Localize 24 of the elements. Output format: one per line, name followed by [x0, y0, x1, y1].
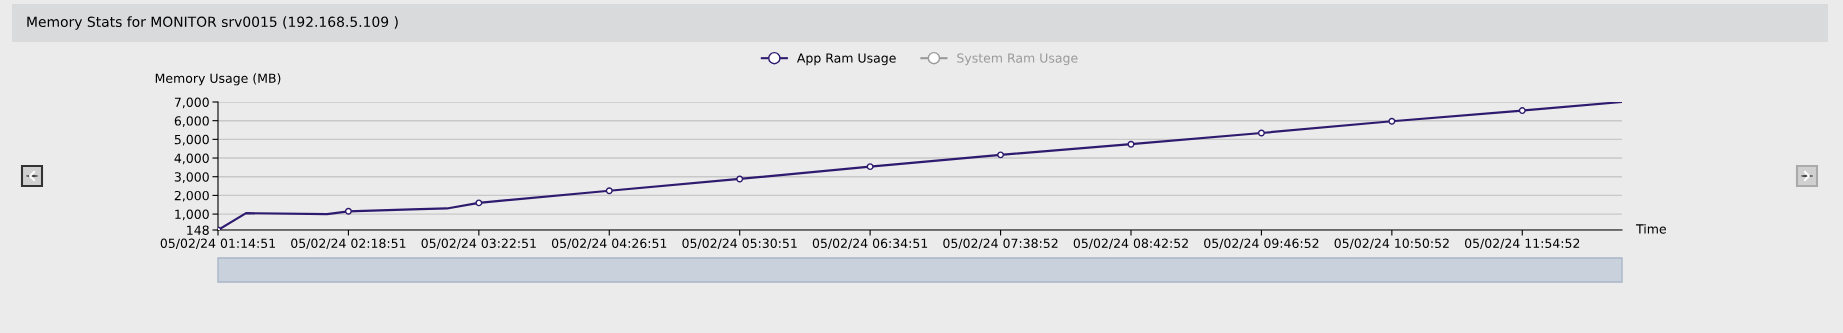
y-tick-label: 7,000 [174, 97, 209, 109]
y-tick-label: 2,000 [174, 190, 209, 202]
x-tick-label: 05/02/24 11:54:52 [1464, 238, 1580, 249]
y-tick-label: 6,000 [174, 116, 209, 127]
y-tick-label: 3,000 [174, 172, 209, 183]
x-tick-label: 05/02/24 01:14:51 [160, 238, 275, 249]
y-axis-title: Memory Usage (MB) [155, 73, 281, 86]
y-tick-label: 4,000 [174, 153, 209, 165]
legend-label: App Ram Usage [796, 53, 896, 66]
x-tick-label: 05/02/24 06:34:51 [812, 238, 928, 249]
x-tick-label: 05/02/24 09:46:52 [1204, 238, 1319, 249]
x-tick-label: 05/02/24 07:38:52 [943, 238, 1058, 249]
x-tick-label: 05/02/24 10:50:52 [1334, 238, 1449, 249]
y-tick-label: 148 [187, 225, 209, 235]
chart-title: Memory Stats for MONITOR srv0015 (192.168.5.109 ) [27, 16, 398, 30]
x-tick-label: 05/02/24 05:30:51 [682, 238, 797, 249]
x-tick-label: 05/02/24 02:18:51 [291, 238, 406, 249]
x-tick-label: 05/02/24 04:26:51 [551, 238, 667, 249]
y-tick-label: 5,000 [174, 134, 209, 146]
x-axis-title: Time [1636, 223, 1666, 234]
x-tick-label: 05/02/24 08:42:52 [1073, 238, 1188, 249]
legend-label: System Ram Usage [957, 53, 1078, 66]
y-tick-label: 1,000 [175, 209, 209, 221]
x-tick-label: 05/02/24 03:22:51 [421, 238, 536, 249]
